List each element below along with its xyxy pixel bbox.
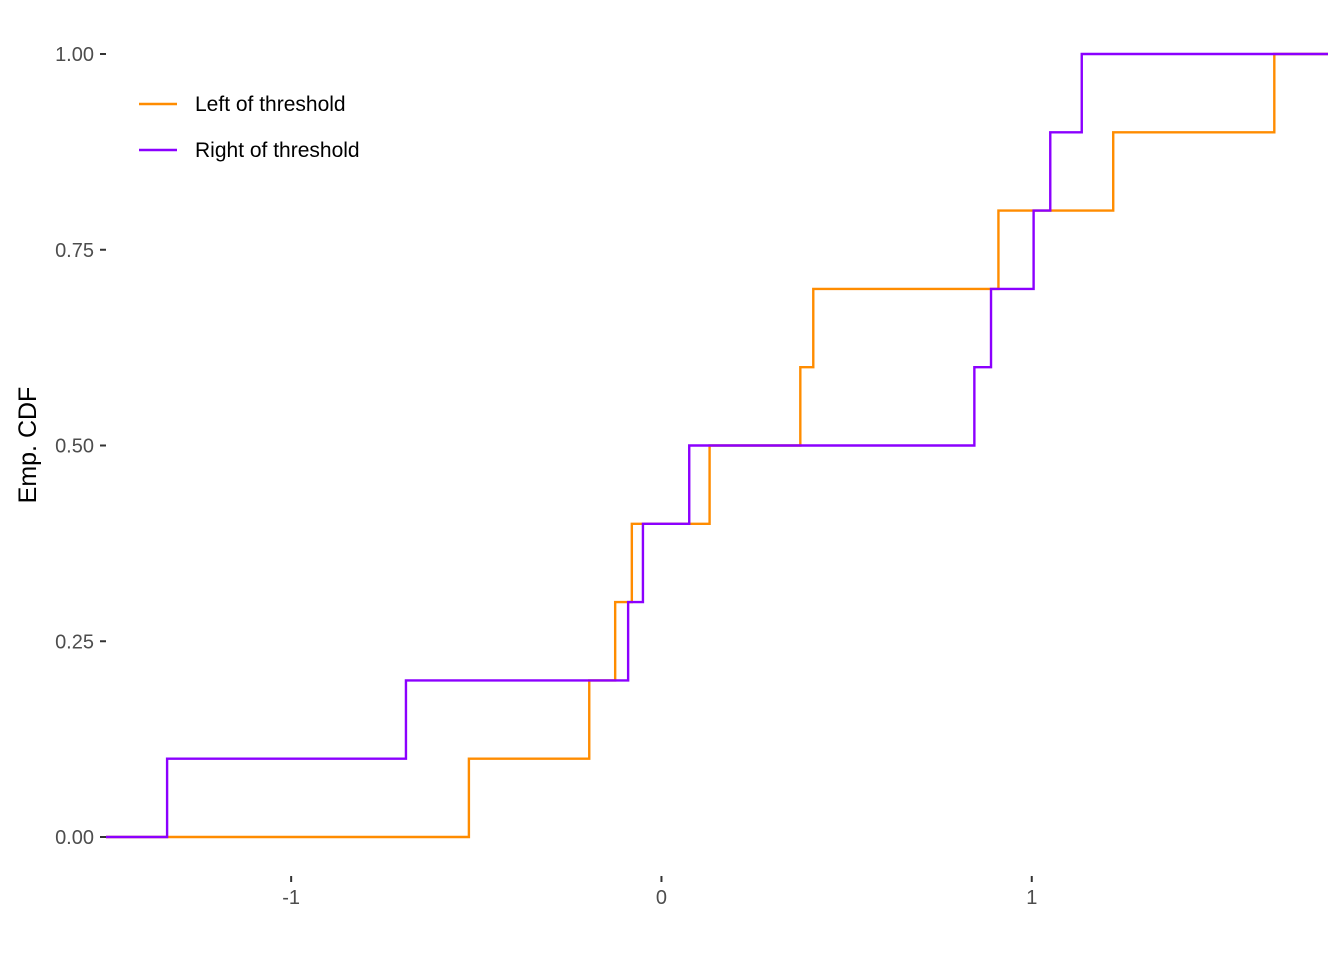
x-axis: -1 0 1 (282, 876, 1037, 909)
x-tick-label: 0 (656, 887, 667, 909)
legend-label-1: Left of threshold (195, 93, 346, 116)
y-tick-label: 1.00 (55, 44, 94, 66)
series-layer (106, 52, 1328, 839)
y-tick-label: 0.50 (55, 436, 94, 458)
y-axis-title: Emp. CDF (14, 387, 42, 504)
legend: Left of threshold Right of threshold (139, 93, 360, 162)
series-line-2 (106, 52, 1328, 839)
legend-label-2: Right of threshold (195, 139, 360, 162)
y-axis: 0.00 0.25 0.50 0.75 1.00 (55, 44, 106, 849)
y-tick-label: 0.25 (55, 631, 94, 653)
y-tick-label: 0.00 (55, 827, 94, 849)
y-tick-label: 0.75 (55, 240, 94, 262)
x-tick-label: -1 (282, 887, 300, 909)
x-tick-label: 1 (1026, 887, 1037, 909)
